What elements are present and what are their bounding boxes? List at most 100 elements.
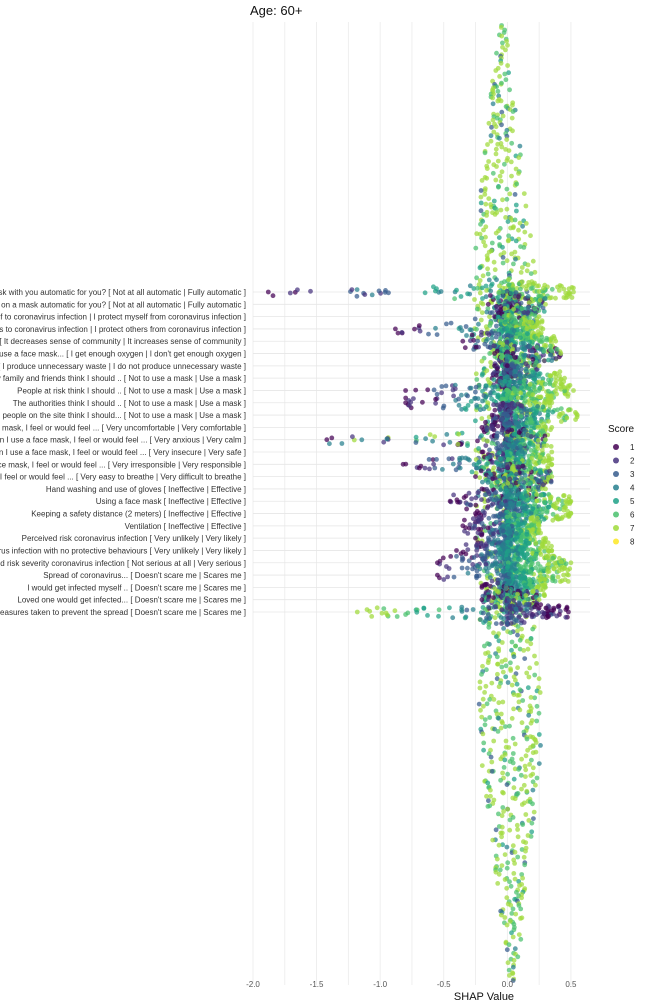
data-point	[479, 372, 485, 378]
data-point	[505, 388, 511, 394]
data-point	[489, 412, 495, 418]
data-point	[469, 327, 474, 333]
data-point	[519, 756, 524, 762]
data-point	[479, 425, 485, 430]
data-point	[477, 265, 483, 271]
data-point	[483, 394, 489, 400]
data-point	[469, 469, 475, 475]
data-point	[474, 275, 479, 281]
data-point	[512, 373, 518, 379]
data-point	[508, 668, 514, 673]
data-point	[433, 396, 438, 402]
data-point	[495, 671, 500, 677]
data-point	[481, 239, 486, 245]
data-point	[571, 388, 576, 393]
data-point	[399, 330, 405, 335]
data-point	[543, 437, 548, 443]
data-point	[482, 643, 487, 649]
data-point	[354, 287, 360, 292]
data-point	[487, 323, 493, 328]
data-point	[515, 551, 521, 556]
data-point	[491, 531, 496, 536]
data-point	[558, 419, 564, 424]
data-point	[521, 570, 526, 576]
data-point	[499, 397, 504, 402]
data-point	[492, 330, 498, 336]
data-point	[504, 206, 510, 212]
data-point	[483, 443, 489, 448]
data-point	[511, 512, 517, 518]
data-point	[549, 286, 555, 292]
data-point	[511, 431, 517, 437]
data-point	[542, 358, 547, 364]
data-point	[308, 288, 313, 294]
data-point	[503, 77, 509, 83]
data-point	[478, 188, 484, 193]
data-point	[479, 416, 485, 421]
data-point	[533, 359, 539, 365]
data-point	[531, 816, 536, 821]
data-point	[530, 406, 536, 412]
data-point	[497, 135, 502, 141]
data-point	[495, 661, 501, 667]
data-point	[474, 377, 480, 382]
data-point	[528, 516, 534, 521]
data-point	[558, 579, 563, 584]
data-point	[517, 372, 523, 378]
data-point	[506, 942, 512, 948]
data-point	[526, 280, 532, 285]
data-point	[440, 467, 445, 472]
data-point	[517, 547, 523, 552]
data-point	[350, 434, 355, 440]
data-point	[452, 382, 458, 388]
data-point	[466, 558, 472, 564]
data-point	[501, 475, 507, 481]
data-point	[439, 384, 445, 389]
data-point	[536, 732, 542, 737]
data-point	[493, 304, 499, 310]
data-point	[500, 805, 506, 810]
data-point	[560, 514, 565, 520]
data-point	[521, 245, 527, 250]
data-point	[486, 249, 492, 255]
data-point	[516, 699, 522, 705]
data-point	[467, 522, 473, 528]
data-point	[550, 555, 556, 561]
data-point	[359, 437, 365, 443]
data-point	[444, 432, 450, 437]
data-point	[454, 548, 459, 553]
data-point	[523, 366, 529, 372]
data-point	[479, 585, 485, 590]
data-point	[490, 170, 496, 176]
data-point	[500, 528, 506, 534]
data-point	[494, 323, 499, 329]
data-point	[483, 294, 489, 300]
data-point	[486, 474, 492, 480]
data-point	[529, 820, 535, 826]
data-point	[483, 683, 489, 689]
data-point	[548, 343, 553, 349]
data-point	[530, 392, 536, 398]
data-point	[553, 378, 559, 384]
data-point	[521, 839, 526, 845]
data-point	[536, 289, 542, 294]
data-point	[499, 144, 505, 150]
data-point	[531, 485, 536, 491]
data-point	[525, 432, 531, 438]
data-point	[506, 148, 512, 154]
data-point	[502, 279, 507, 285]
data-point	[541, 285, 546, 291]
data-point	[503, 215, 508, 220]
data-point	[488, 288, 494, 294]
data-point	[510, 964, 516, 970]
data-point	[517, 331, 523, 336]
data-point	[534, 515, 540, 521]
data-point	[444, 321, 449, 327]
data-point	[555, 574, 561, 580]
data-point	[403, 388, 408, 393]
data-point	[465, 565, 470, 571]
data-point	[506, 233, 511, 239]
data-point	[492, 212, 498, 217]
data-point	[515, 525, 521, 531]
data-point	[445, 574, 450, 580]
